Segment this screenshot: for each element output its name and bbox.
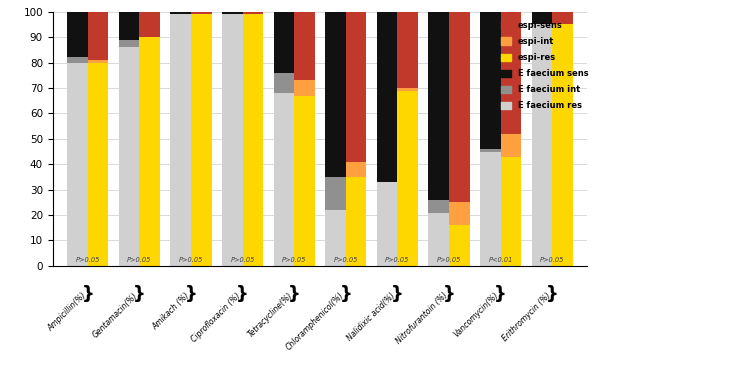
Bar (346, 12, 367, 161)
Text: }: } (81, 285, 94, 303)
Text: P>0.05: P>0.05 (282, 257, 306, 264)
Bar (449, 202, 470, 225)
Bar (346, 177, 367, 266)
Bar (398, 90, 418, 266)
Bar (273, 93, 294, 266)
Bar (480, 149, 501, 151)
Text: }: } (236, 285, 249, 303)
Text: }: } (184, 285, 197, 303)
Bar (222, 12, 242, 14)
Bar (428, 213, 449, 266)
Bar (449, 12, 470, 202)
Bar (242, 14, 264, 266)
Bar (88, 12, 108, 60)
Text: P>0.05: P>0.05 (386, 257, 410, 264)
Bar (449, 225, 470, 266)
Bar (170, 14, 191, 266)
Bar (67, 57, 88, 63)
Bar (294, 80, 315, 95)
Bar (191, 14, 212, 266)
Bar (480, 151, 501, 266)
Bar (552, 12, 573, 24)
Bar (325, 210, 346, 266)
Text: }: } (340, 285, 352, 303)
Text: P>0.05: P>0.05 (75, 257, 100, 264)
Bar (501, 12, 521, 134)
Bar (398, 12, 418, 88)
Bar (67, 12, 88, 57)
Bar (191, 12, 212, 14)
Bar (67, 63, 88, 266)
Bar (376, 182, 398, 266)
Bar (480, 12, 501, 149)
Bar (88, 63, 108, 266)
Text: }: } (494, 285, 507, 303)
Text: P>0.05: P>0.05 (437, 257, 462, 264)
Text: }: } (546, 285, 559, 303)
Bar (398, 88, 418, 90)
Bar (119, 40, 139, 47)
Bar (325, 12, 346, 177)
Bar (501, 134, 521, 156)
Bar (294, 12, 315, 81)
Bar (273, 73, 294, 93)
Legend: espi-sens, espi-int, espi-res, E faecium sens, E faecium int, E faecium res: espi-sens, espi-int, espi-res, E faecium… (501, 21, 589, 110)
Bar (119, 12, 139, 40)
Bar (273, 12, 294, 73)
Bar (139, 12, 160, 37)
Bar (88, 60, 108, 63)
Bar (532, 12, 552, 24)
Text: }: } (391, 285, 404, 303)
Bar (242, 12, 264, 14)
Text: }: } (133, 285, 146, 303)
Bar (170, 12, 191, 14)
Bar (428, 12, 449, 200)
Text: P>0.05: P>0.05 (334, 257, 358, 264)
Text: P>0.05: P>0.05 (127, 257, 151, 264)
Text: P>0.05: P>0.05 (540, 257, 565, 264)
Bar (119, 47, 139, 266)
Bar (501, 156, 521, 266)
Text: P<0.01: P<0.01 (489, 257, 513, 264)
Bar (222, 14, 242, 266)
Bar (325, 177, 346, 210)
Bar (532, 24, 552, 266)
Bar (294, 95, 315, 266)
Text: P>0.05: P>0.05 (230, 257, 255, 264)
Text: P>0.05: P>0.05 (178, 257, 203, 264)
Bar (428, 200, 449, 213)
Bar (552, 24, 573, 266)
Bar (376, 12, 398, 182)
Bar (346, 162, 367, 177)
Bar (139, 37, 160, 266)
Text: }: } (288, 285, 300, 303)
Text: }: } (443, 285, 456, 303)
